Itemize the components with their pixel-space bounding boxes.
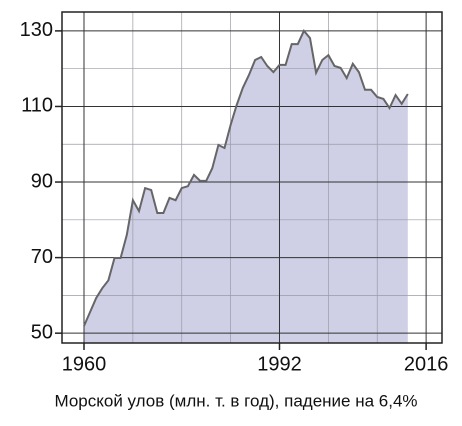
plot-border — [61, 11, 443, 344]
y-tick-label: 90 — [31, 170, 53, 192]
y-tick-label: 70 — [31, 246, 53, 268]
y-tick-label: 130 — [20, 19, 53, 41]
y-tick-label: 50 — [31, 321, 53, 343]
area-line — [83, 29, 409, 327]
x-tick-label: 2016 — [404, 353, 449, 375]
chart-caption: Морской улов (млн. т. в год), падение на… — [54, 391, 417, 410]
y-tick-label: 110 — [21, 95, 53, 117]
x-tick-label: 1960 — [62, 353, 107, 375]
x-tick-label: 1992 — [257, 353, 302, 375]
area-fill — [84, 30, 408, 344]
